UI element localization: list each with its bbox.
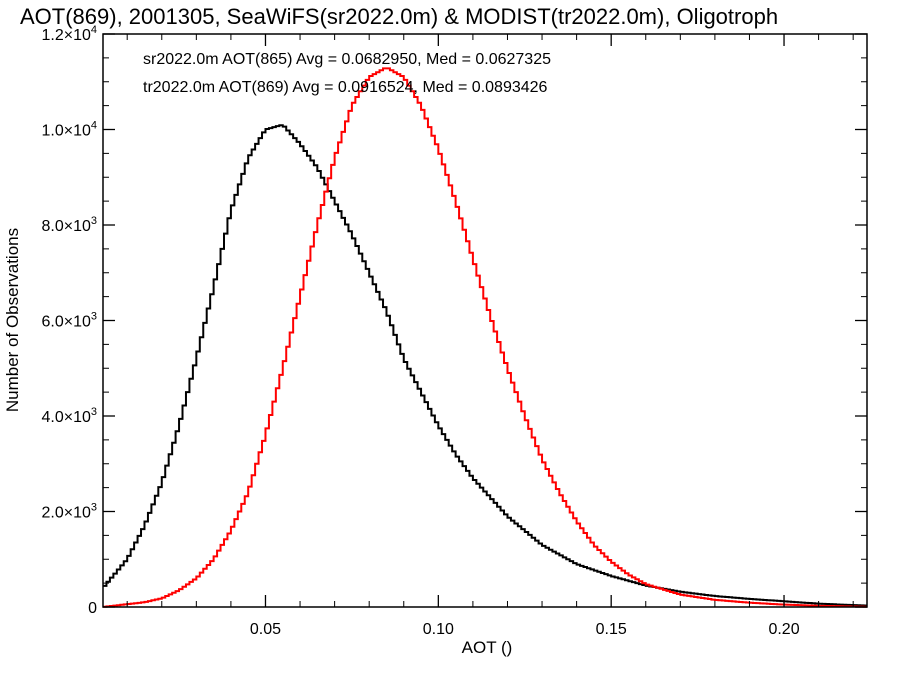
x-tick-label: 0.05	[250, 621, 281, 638]
plot-frame	[102, 33, 868, 608]
y-tick-label: 1.0×104	[41, 120, 97, 140]
chart-title: AOT(869), 2001305, SeaWiFS(sr2022.0m) & …	[20, 4, 778, 29]
series-layer	[103, 67, 867, 608]
y-tick-label: 2.0×103	[41, 502, 97, 522]
y-tick-label: 1.2×104	[41, 24, 97, 44]
y-tick-label: 0	[88, 600, 97, 617]
series-line-0	[103, 124, 867, 607]
x-tick-label: 0.10	[423, 621, 454, 638]
x-tick-label: 0.15	[596, 621, 627, 638]
y-tick-label: 8.0×103	[41, 215, 97, 235]
y-tick-label: 6.0×103	[41, 311, 97, 331]
x-axis-label: AOT ()	[462, 638, 513, 657]
series-line-1	[103, 67, 867, 608]
y-tick-label: 4.0×103	[41, 406, 97, 426]
legend-series-sr: sr2022.0m AOT(865) Avg = 0.0682950, Med …	[143, 51, 551, 68]
y-axis-label: Number of Observations	[3, 228, 22, 412]
ticks-layer: 0.05 0.10 0.15 0.20 0 2.0×103 4.0×103 6.0×103 8.…	[41, 24, 867, 638]
legend-series-tr: tr2022.0m AOT(869) Avg = 0.0916524, Med …	[143, 79, 548, 96]
x-tick-label: 0.20	[768, 621, 799, 638]
